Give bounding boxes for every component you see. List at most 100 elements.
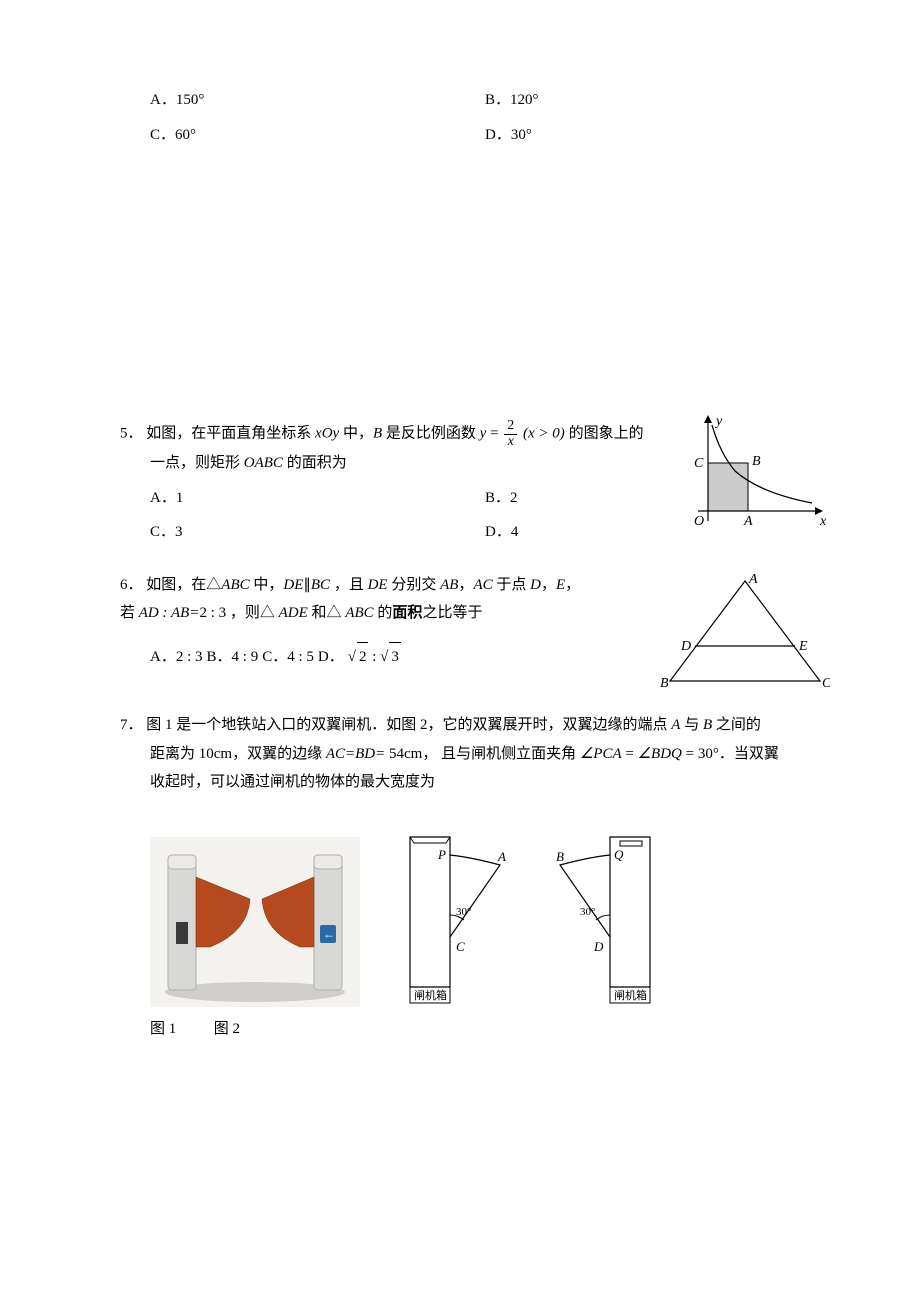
svg-text:O: O — [694, 514, 704, 529]
q6-ade: ADE — [279, 605, 308, 621]
svg-text:C: C — [822, 676, 830, 691]
q7-l2-1: 距离为 10cm，双翼的边缘 — [150, 746, 326, 762]
q5-frac-num: 2 — [504, 419, 517, 435]
q6-sqrt2: 2 — [357, 642, 369, 672]
q5-B: B — [373, 426, 382, 442]
q7-30: 30° — [698, 746, 719, 762]
q6-sqrt3: 3 — [389, 642, 401, 672]
q5-opt-c: C．3 — [150, 518, 485, 547]
q5-figure: yxOABC — [680, 413, 830, 543]
svg-text:A: A — [748, 572, 758, 587]
q5-xoy: xOy — [315, 426, 339, 442]
q5-frac-den: x — [504, 435, 517, 450]
q5-fraction: 2x — [504, 419, 517, 449]
question-5: 5． 如图，在平面直角坐标系 xOy 中，B 是反比例函数 y = 2x (x … — [120, 419, 820, 547]
q6-abc: ABC — [221, 577, 249, 593]
q5-l2-2: 的面积为 — [283, 455, 347, 471]
svg-text:C: C — [694, 456, 704, 471]
q7-line2: 距离为 10cm，双翼的边缘 AC=BD= 54cm， 且与闸机侧立面夹角 ∠P… — [150, 740, 820, 769]
q6-l2-3: 和△ — [308, 605, 346, 621]
q6-chart-svg: A B C D E — [660, 571, 830, 691]
q5-oabc: OABC — [244, 455, 283, 471]
opt-a: A．150° — [150, 86, 485, 115]
q7-acbd: AC=BD= — [326, 746, 385, 762]
q6-de: DE — [283, 577, 303, 593]
svg-text:←: ← — [323, 927, 335, 941]
q7-captions: 图 1 图 2 — [150, 1015, 820, 1044]
q6-t5: 于点 — [493, 577, 531, 593]
q7-and: 与 — [680, 717, 703, 733]
q7-eq2: = — [682, 746, 698, 762]
svg-text:Q: Q — [614, 847, 624, 862]
svg-text:A: A — [743, 514, 753, 529]
q5-text2: 中， — [339, 426, 373, 442]
blank-gap — [120, 155, 820, 395]
q7-fig1-svg: ← — [150, 837, 360, 1007]
q6-opt-b: B．4 : 9 — [207, 649, 259, 665]
q7-ang2: ∠BDQ — [638, 746, 682, 762]
q6-t1: 如图，在△ — [146, 577, 221, 593]
svg-text:P: P — [437, 847, 446, 862]
q6-d: D — [530, 577, 541, 593]
q6-l2-1: 若 — [120, 605, 139, 621]
question-7: 7． 图 1 是一个地铁站入口的双翼闸机．如图 2，它的双翼展开时，双翼边缘的端… — [120, 711, 820, 1043]
q6-l2-4: 的 — [374, 605, 393, 621]
q7-t1: 图 1 是一个地铁站入口的双翼闸机．如图 2，它的双翼展开时，双翼边缘的端点 — [146, 717, 671, 733]
svg-text:B: B — [660, 676, 669, 691]
q6-opt-c: C．4 : 5 — [262, 649, 314, 665]
q7-54: 54cm， — [385, 746, 437, 762]
q6-l2-5: 之比等于 — [422, 605, 482, 621]
q5-number: 5． — [120, 426, 143, 442]
q7-fig2-svg: 闸机箱闸机箱PABQCD30°30° — [400, 827, 660, 1007]
sqrt-sign-1: √ — [348, 649, 356, 665]
q5-l2-1: 一点，则矩形 — [150, 455, 244, 471]
q6-opt-d-pre: D． — [318, 649, 344, 665]
q6-par: ∥ — [303, 577, 311, 593]
q5-text1: 如图，在平面直角坐标系 — [146, 426, 315, 442]
q6-r1v: 2 : 3 — [199, 605, 226, 621]
q7-l2-2: 且与闸机侧立面夹角 — [437, 746, 580, 762]
q7-line3: 收起时，可以通过闸机的物体的最大宽度为 — [150, 768, 820, 797]
q6-figure: A B C D E — [660, 571, 830, 691]
svg-text:D: D — [680, 639, 691, 654]
svg-text:x: x — [819, 514, 827, 529]
q5-eq: = — [486, 426, 502, 442]
q5-text3: 是反比例函数 — [382, 426, 480, 442]
opt-b: B．120° — [485, 86, 820, 115]
q5-text4: 的图象上的 — [565, 426, 644, 442]
q6-opt-a: A．2 : 3 — [150, 649, 203, 665]
q6-l2-2: ，则△ — [226, 605, 279, 621]
q5-opt-a: A．1 — [150, 484, 485, 513]
q7-number: 7． — [120, 717, 143, 733]
q7-l2-3: ．当双翼 — [719, 746, 779, 762]
svg-text:闸机箱: 闸机箱 — [414, 988, 447, 1002]
q6-t4: 分别交 — [388, 577, 441, 593]
q6-ac: AC — [473, 577, 492, 593]
svg-text:A: A — [497, 849, 506, 864]
question-6: 6． 如图，在△ABC 中，DE∥BC ，且 DE 分别交 AB，AC 于点 D… — [120, 571, 820, 672]
q6-c2: ， — [541, 577, 556, 593]
svg-text:B: B — [752, 454, 761, 469]
q5-paren: (x > 0) — [519, 426, 565, 442]
q6-c1: ， — [458, 577, 473, 593]
svg-text:C: C — [456, 939, 465, 954]
q7-cap1: 图 1 — [150, 1021, 176, 1037]
opt-c: C．60° — [150, 121, 485, 150]
q6-ab: AB — [440, 577, 458, 593]
prev-options: A．150° B．120° C．60° D．30° — [120, 86, 820, 149]
q7-line1: 7． 图 1 是一个地铁站入口的双翼闸机．如图 2，它的双翼展开时，双翼边缘的端… — [120, 711, 820, 740]
svg-text:闸机箱: 闸机箱 — [614, 988, 647, 1002]
q6-opt-d-colon: : — [368, 649, 380, 665]
q5-chart-svg: yxOABC — [680, 413, 830, 543]
svg-text:B: B — [556, 849, 564, 864]
opt-d: D．30° — [485, 121, 820, 150]
q6-abc2: ABC — [345, 605, 373, 621]
q7-t2: 之间的 — [712, 717, 761, 733]
sqrt-sign-2: √ — [380, 649, 388, 665]
svg-text:D: D — [593, 939, 604, 954]
q7-figures: ← 闸机箱闸机箱PABQCD30°30° — [150, 827, 820, 1007]
svg-text:E: E — [798, 639, 808, 654]
q6-de2: DE — [368, 577, 388, 593]
q6-r1: AD : AB= — [139, 605, 200, 621]
q6-t3: ，且 — [330, 577, 368, 593]
